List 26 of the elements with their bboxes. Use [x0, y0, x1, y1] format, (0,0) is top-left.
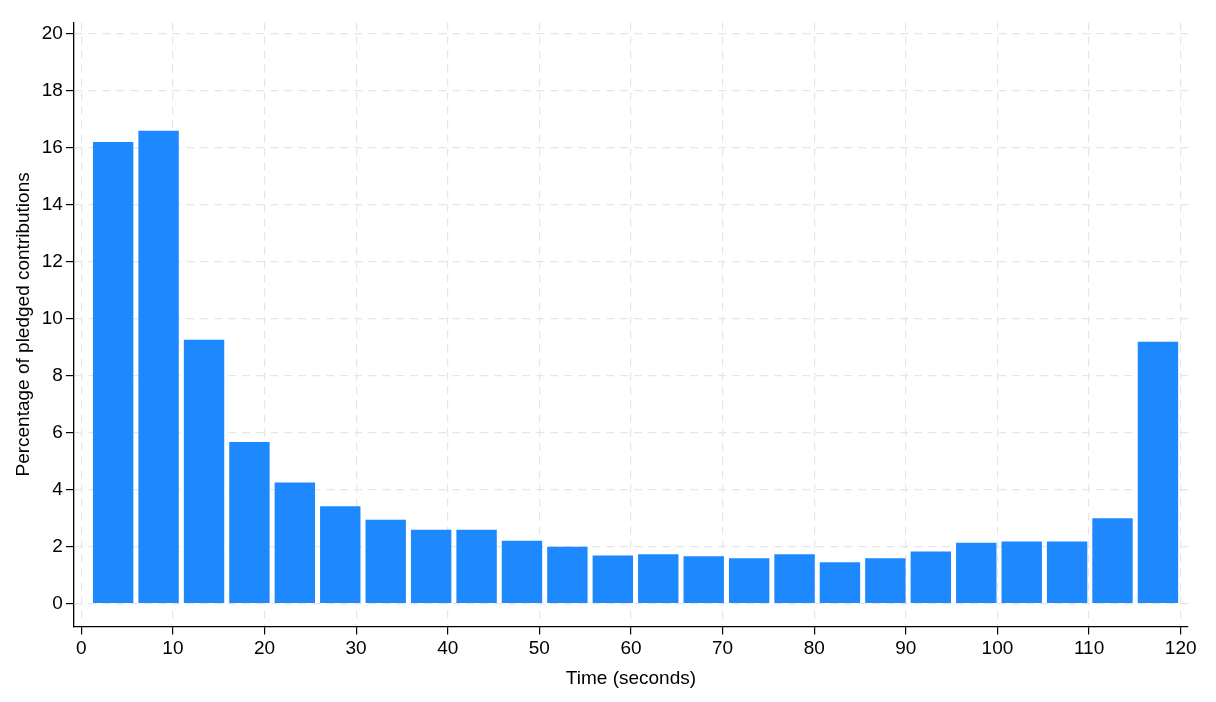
x-tick-label: 30 [345, 637, 367, 659]
x-tick-label: 60 [620, 637, 642, 659]
x-tick-label: 110 [1073, 637, 1105, 659]
x-tick-label: 100 [981, 637, 1014, 659]
y-tick-label: 2 [52, 534, 63, 556]
x-tick-label: 70 [712, 637, 734, 659]
x-tick-label: 80 [803, 637, 825, 659]
y-tick-label: 10 [41, 306, 63, 328]
y-tick-label: 18 [41, 79, 63, 101]
x-axis-title: Time (seconds) [565, 666, 697, 688]
y-tick-label: 6 [52, 420, 63, 442]
x-tick-label: 10 [162, 637, 184, 659]
x-tick-label: 20 [253, 637, 276, 659]
x-tick-label: 0 [75, 637, 87, 659]
y-tick-label: 12 [41, 249, 63, 271]
y-tick-label: 20 [41, 22, 63, 44]
x-tick-label: 50 [528, 637, 550, 659]
y-tick-label: 4 [52, 477, 64, 499]
y-axis-title: Percentage of pledged contributions [11, 172, 33, 477]
x-tick-label: 120 [1164, 637, 1197, 659]
y-tick-label: 14 [41, 192, 64, 214]
y-tick-label: 0 [52, 591, 63, 613]
y-tick-label: 8 [52, 363, 63, 385]
x-tick-label: 40 [437, 637, 459, 659]
x-tick-label: 90 [895, 637, 917, 659]
y-tick-label: 16 [41, 135, 63, 157]
